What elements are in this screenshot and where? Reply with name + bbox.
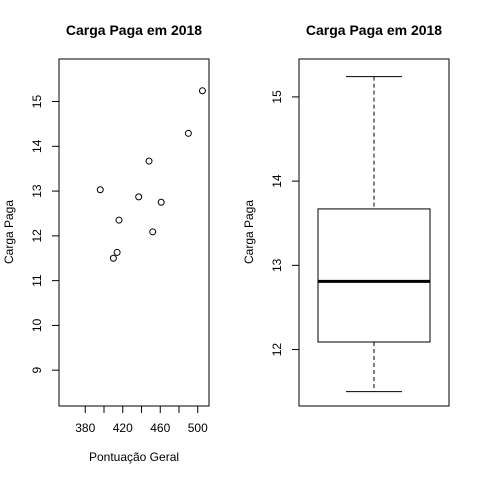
scatter-point	[198, 87, 206, 95]
scatter-point	[149, 228, 157, 236]
scatter-point	[109, 254, 117, 262]
scatter-x-tick-label: 460	[150, 421, 170, 435]
scatter-point	[96, 186, 104, 194]
scatter-y-tick-label: 13	[30, 184, 44, 198]
scatter-point	[145, 157, 153, 165]
scatter-y-tick-label: 14	[30, 139, 44, 153]
boxplot-y-axis-label: Carga Paga	[242, 200, 256, 264]
scatter-y-axis: 9 10 11 12 13 14 15	[30, 95, 60, 374]
boxplot-y-tick-label: 13	[270, 258, 284, 272]
scatter-point	[115, 216, 123, 224]
boxplot-marks	[317, 76, 431, 393]
scatter-x-tick-label: 380	[75, 421, 95, 435]
boxplot-y-tick-label: 15	[270, 90, 284, 104]
boxplot-panel: Carga Paga em 2018 12 13 14 15 Carga Paga	[242, 22, 450, 407]
boxplot-title: Carga Paga em 2018	[306, 22, 442, 38]
scatter-y-tick-label: 11	[30, 274, 44, 287]
scatter-panel: Carga Paga em 2018 380 420 460 500 9 10 11 12 1…	[2, 22, 210, 464]
boxplot-y-axis: 12 13 14 15	[270, 90, 300, 357]
scatter-plot-frame	[58, 58, 210, 407]
boxplot-y-tick-label: 12	[270, 343, 284, 357]
scatter-x-axis: 380 420 460 500	[75, 405, 208, 435]
scatter-y-tick-label: 10	[30, 318, 44, 332]
scatter-point	[135, 193, 143, 201]
scatter-y-tick-label: 12	[30, 229, 44, 243]
scatter-point	[157, 198, 165, 206]
scatter-point	[184, 129, 192, 137]
scatter-point	[113, 248, 121, 256]
boxplot-plot-frame	[298, 58, 450, 407]
boxplot-box	[317, 208, 431, 343]
scatter-x-tick-label: 420	[113, 421, 133, 435]
scatter-title: Carga Paga em 2018	[66, 22, 202, 38]
scatter-y-tick-label: 15	[30, 95, 44, 109]
boxplot-y-tick-label: 14	[270, 174, 284, 188]
scatter-y-tick-label: 9	[30, 367, 44, 374]
scatter-x-tick-label: 500	[188, 421, 208, 435]
scatter-points	[96, 87, 206, 262]
scatter-y-axis-label: Carga Paga	[2, 200, 16, 264]
scatter-x-axis-label: Pontuação Geral	[89, 450, 179, 464]
